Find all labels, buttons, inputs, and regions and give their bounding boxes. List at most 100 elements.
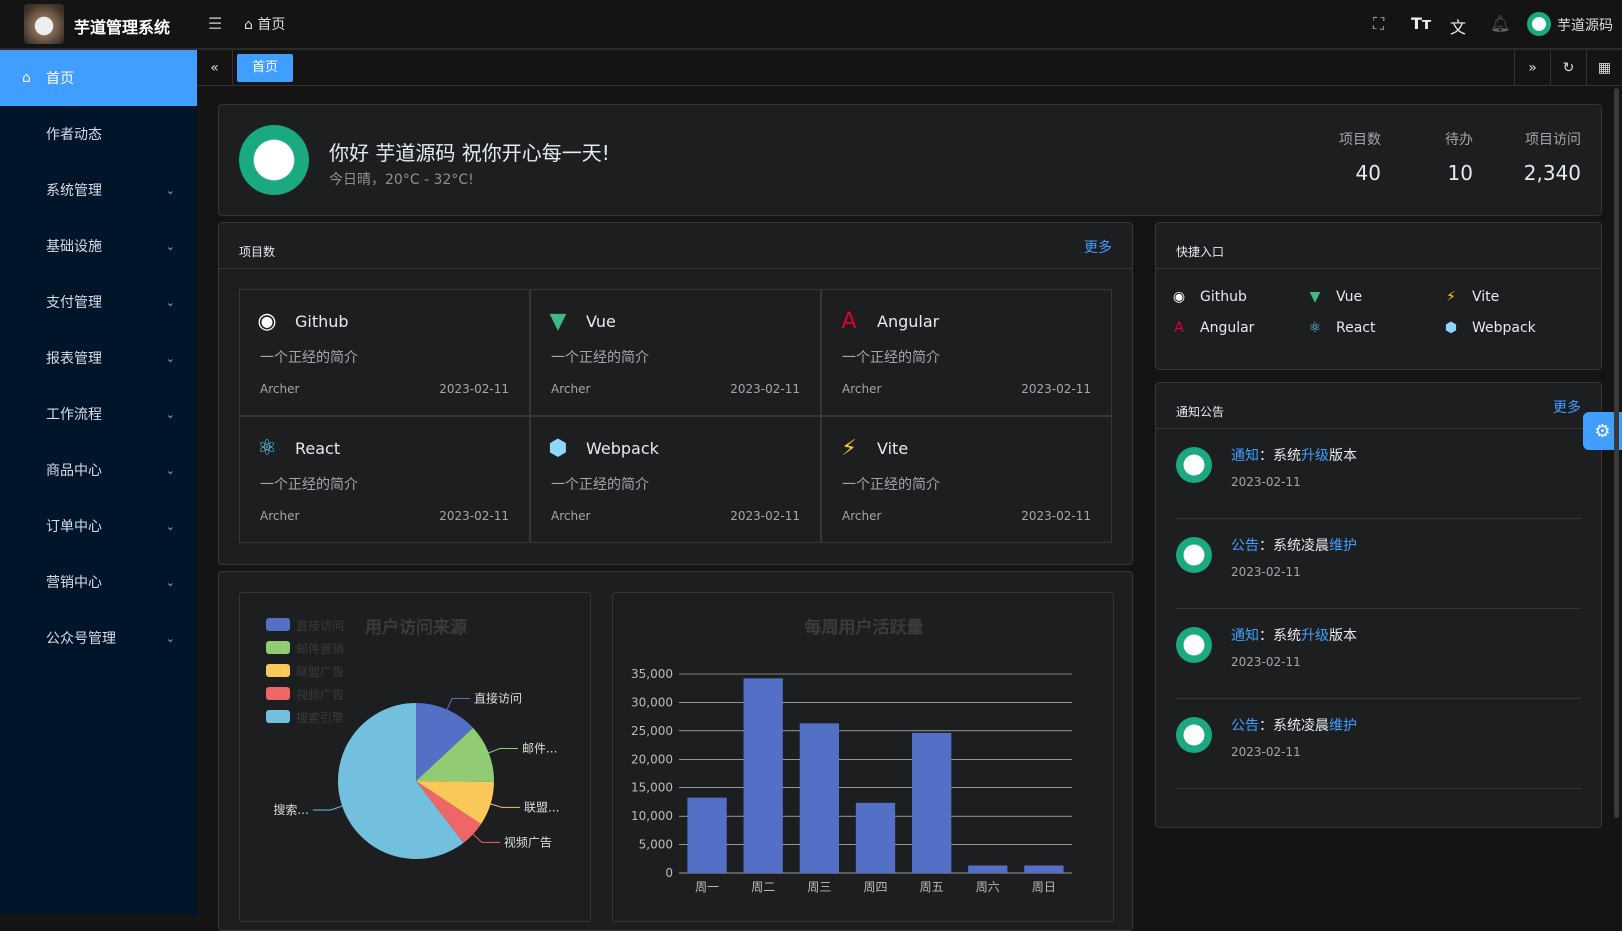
sidebar-item-system[interactable]: 系统管理 ⌄ [0,162,197,218]
sidebar-item-marketing[interactable]: 营销中心 ⌄ [0,554,197,610]
project-card[interactable]: ⚛ React 一个正经的简介 Archer 2023-02-11 [239,416,530,543]
user-avatar-large [239,125,309,195]
projects-more-link[interactable]: 更多 [1084,240,1112,256]
scroll-left-icon[interactable]: « [197,50,233,85]
scroll-right-icon[interactable]: » [1514,50,1550,85]
notice-text-pre: 系统 [1273,628,1301,644]
project-card[interactable]: ⬢ Webpack 一个正经的简介 Archer 2023-02-11 [530,416,821,543]
sidebar-item-label: 支付管理 [46,295,102,311]
legend-swatch[interactable] [266,618,290,631]
legend-label[interactable]: 搜索引擎 [296,710,344,725]
logo [24,4,64,44]
bar[interactable] [855,802,896,873]
sidebar-item-label: 报表管理 [46,351,102,367]
notice-card: 通知公告 更多 通知：系统升级版本 2023-02-11 公告：系统凌晨维护 2023… [1155,382,1602,828]
sidebar-item-label: 商品中心 [46,463,102,479]
sidebar-item-pay[interactable]: 支付管理 ⌄ [0,274,197,330]
page-scrollbar[interactable] [1614,88,1619,818]
sidebar-item-order[interactable]: 订单中心 ⌄ [0,498,197,554]
legend-label[interactable]: 邮件营销 [296,642,344,656]
bar[interactable] [743,678,783,873]
projects-card: 项目数 更多 ◉ Github 一个正经的简介 Archer 2023-02-11 ▼ Vu… [218,222,1133,565]
user-name[interactable]: 芋道源码 [1557,18,1613,34]
pie-slice[interactable] [416,703,474,781]
pie-slice[interactable] [416,727,494,782]
legend-label[interactable]: 视频广告 [296,687,344,702]
quick-entry-label: Vue [1336,289,1363,305]
project-card[interactable]: ⚡ Vite 一个正经的简介 Archer 2023-02-11 [821,416,1112,543]
legend-swatch[interactable] [266,641,290,654]
sidebar-item-product[interactable]: 商品中心 ⌄ [0,442,197,498]
chevron-down-icon: ⌄ [165,183,175,197]
notice-type[interactable]: 通知 [1231,628,1259,644]
notice-item[interactable]: 通知：系统升级版本 2023-02-11 [1176,429,1581,519]
pie-slice-label: 直接访问 [474,690,522,705]
quick-entry-github[interactable]: ◉ Github [1170,289,1247,305]
legend-swatch[interactable] [266,710,290,723]
pie-slice[interactable] [416,781,482,843]
notice-type[interactable]: 公告 [1231,718,1259,734]
breadcrumb-home[interactable]: 首页 [257,17,286,33]
fullscreen-icon[interactable]: ⛶ [1373,14,1385,33]
bar[interactable] [687,797,727,873]
quick-entry-angular[interactable]: A Angular [1170,320,1254,336]
notice-text: 公告：系统凌晨维护 [1231,715,1357,735]
user-avatar[interactable] [1527,12,1551,36]
project-card[interactable]: ▼ Vue 一个正经的简介 Archer 2023-02-11 [530,289,821,416]
project-name: Vite [877,439,909,458]
webpack-icon: ⬢ [1444,320,1458,336]
notice-item[interactable]: 公告：系统凌晨维护 2023-02-11 [1176,519,1581,609]
quick-entry-react[interactable]: ⚛ React [1306,320,1376,336]
sidebar-item-infra[interactable]: 基础设施 ⌄ [0,218,197,274]
tab-home[interactable]: 首页 [237,54,294,82]
notice-type[interactable]: 公告 [1231,538,1259,554]
bar[interactable] [799,723,840,873]
notice-type[interactable]: 通知 [1231,448,1259,464]
project-desc: 一个正经的简介 [842,350,940,366]
grid-menu-icon[interactable]: ▦ [1586,50,1622,85]
webpack-icon: ⬢ [548,435,568,461]
bar[interactable] [1024,865,1064,873]
sidebar-item-label: 订单中心 [46,519,102,535]
angular-icon: A [1174,320,1184,336]
sidebar-item-label: 营销中心 [46,575,102,591]
react-icon: ⚛ [257,435,277,461]
sidebar-item-report[interactable]: 报表管理 ⌄ [0,330,197,386]
github-icon: ◉ [1172,289,1186,305]
bar[interactable] [968,865,1008,873]
y-tick-label: 35,000 [631,667,673,681]
bell-icon[interactable]: 🔔︎ [1490,14,1511,33]
project-card[interactable]: A Angular 一个正经的简介 Archer 2023-02-11 [821,289,1112,416]
translate-icon[interactable]: 文 [1450,18,1467,37]
sidebar-item-home[interactable]: ⌂ 首页 [0,50,197,106]
legend-swatch[interactable] [266,664,290,677]
project-card[interactable]: ◉ Github 一个正经的简介 Archer 2023-02-11 [239,289,530,416]
notice-item[interactable]: 公告：系统凌晨维护 2023-02-11 [1176,699,1581,789]
bar[interactable] [911,732,952,873]
notice-more-link[interactable]: 更多 [1553,400,1581,416]
legend-label[interactable]: 联盟广告 [296,665,344,679]
quick-entry-vue[interactable]: ▼ Vue [1306,289,1363,305]
quick-entry-vite[interactable]: ⚡ Vite [1442,289,1499,305]
legend-label[interactable]: 直接访问 [296,618,344,633]
menu-collapse-icon[interactable]: ☰ [208,14,223,33]
greeting: 你好 芋道源码 祝你开心每一天! [329,141,610,165]
pie-slice[interactable] [338,703,464,859]
app-title: 芋道管理系统 [74,18,171,37]
project-desc: 一个正经的简介 [260,477,358,493]
breadcrumb[interactable]: ⌂ 首页 [244,14,285,34]
stat-projects: 项目数 40 [1339,129,1381,185]
refresh-icon[interactable]: ↻ [1550,50,1586,85]
pie-slice-label: 搜索... [273,802,308,817]
y-tick-label: 15,000 [631,781,673,795]
pie-slice[interactable] [416,781,494,825]
legend-swatch[interactable] [266,687,290,700]
sidebar-item-workflow[interactable]: 工作流程 ⌄ [0,386,197,442]
pie-chart: 用户访问来源直接访问邮件营销联盟广告视频广告搜索引擎直接访问邮件...联盟...… [266,617,559,859]
sidebar-item-author[interactable]: 作者动态 [0,106,197,162]
font-size-icon[interactable]: Tт [1411,14,1432,33]
sidebar-item-mp[interactable]: 公众号管理 ⌄ [0,610,197,666]
chevron-down-icon: ⌄ [165,239,175,253]
notice-item[interactable]: 通知：系统升级版本 2023-02-11 [1176,609,1581,699]
quick-entry-webpack[interactable]: ⬢ Webpack [1442,320,1536,336]
